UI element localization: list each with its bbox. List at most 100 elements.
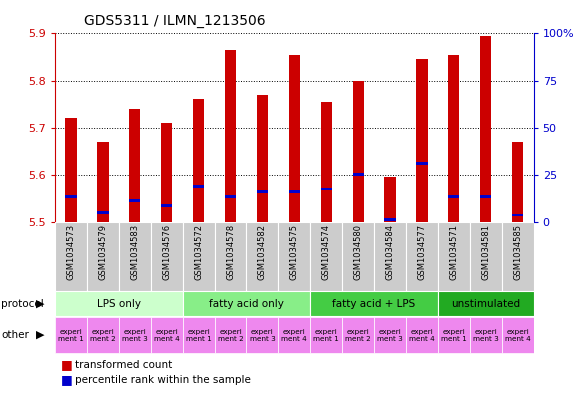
Text: GSM1034577: GSM1034577 [418, 224, 426, 280]
Bar [225, 195, 236, 198]
Text: fatty acid + LPS: fatty acid + LPS [332, 299, 416, 309]
Bar [289, 190, 300, 193]
Bar [129, 109, 140, 222]
Bar [448, 55, 459, 222]
Bar [66, 195, 77, 198]
Bar [278, 317, 310, 353]
Bar [342, 317, 374, 353]
Bar [512, 142, 523, 222]
Bar [87, 222, 119, 291]
Bar [502, 222, 534, 291]
Text: GSM1034584: GSM1034584 [386, 224, 394, 280]
Bar [278, 222, 310, 291]
Bar [183, 291, 310, 316]
Bar [310, 222, 342, 291]
Text: GSM1034574: GSM1034574 [322, 224, 331, 280]
Bar [257, 95, 268, 222]
Bar [289, 55, 300, 222]
Text: other: other [1, 330, 29, 340]
Text: protocol: protocol [1, 299, 44, 309]
Bar [438, 291, 534, 316]
Text: experi
ment 1: experi ment 1 [313, 329, 339, 342]
Bar [438, 222, 470, 291]
Text: GSM1034571: GSM1034571 [450, 224, 458, 280]
Text: experi
ment 3: experi ment 3 [473, 329, 499, 342]
Text: ■: ■ [61, 358, 72, 371]
Bar [480, 36, 491, 222]
Text: GSM1034575: GSM1034575 [290, 224, 299, 280]
Text: experi
ment 1: experi ment 1 [441, 329, 467, 342]
Bar [321, 102, 332, 222]
Text: experi
ment 4: experi ment 4 [281, 329, 307, 342]
Text: experi
ment 1: experi ment 1 [186, 329, 212, 342]
Text: experi
ment 4: experi ment 4 [409, 329, 435, 342]
Text: GSM1034573: GSM1034573 [67, 224, 75, 280]
Bar [129, 199, 140, 202]
Text: experi
ment 2: experi ment 2 [345, 329, 371, 342]
Bar [215, 317, 246, 353]
Bar [183, 317, 215, 353]
Text: LPS only: LPS only [97, 299, 141, 309]
Bar [470, 317, 502, 353]
Text: experi
ment 1: experi ment 1 [58, 329, 84, 342]
Bar [97, 211, 108, 214]
Bar [55, 317, 87, 353]
Bar [246, 222, 278, 291]
Bar [321, 187, 332, 191]
Bar [438, 317, 470, 353]
Bar [151, 222, 183, 291]
Bar [151, 317, 183, 353]
Bar [385, 177, 396, 222]
Text: experi
ment 4: experi ment 4 [154, 329, 180, 342]
Bar [225, 50, 236, 222]
Bar [55, 222, 87, 291]
Text: percentile rank within the sample: percentile rank within the sample [75, 375, 251, 385]
Bar [406, 222, 438, 291]
Bar [257, 190, 268, 193]
Bar [215, 222, 246, 291]
Bar [448, 195, 459, 198]
Bar [161, 123, 172, 222]
Bar [512, 213, 523, 217]
Bar [502, 317, 534, 353]
Text: experi
ment 3: experi ment 3 [377, 329, 403, 342]
Bar [480, 195, 491, 198]
Bar [183, 222, 215, 291]
Bar [353, 81, 364, 222]
Bar [374, 317, 406, 353]
Text: GSM1034579: GSM1034579 [99, 224, 107, 280]
Bar [310, 291, 438, 316]
Bar [416, 162, 427, 165]
Bar [87, 317, 119, 353]
Bar [374, 222, 406, 291]
Bar [119, 317, 151, 353]
Text: GSM1034585: GSM1034585 [513, 224, 522, 280]
Bar [385, 218, 396, 221]
Bar [470, 222, 502, 291]
Text: experi
ment 3: experi ment 3 [122, 329, 148, 342]
Bar [66, 118, 77, 222]
Bar [119, 222, 151, 291]
Text: unstimulated: unstimulated [451, 299, 520, 309]
Bar [342, 222, 374, 291]
Text: experi
ment 2: experi ment 2 [90, 329, 116, 342]
Bar [193, 185, 204, 188]
Bar [416, 59, 427, 222]
Text: GSM1034582: GSM1034582 [258, 224, 267, 280]
Text: ▶: ▶ [36, 299, 45, 309]
Text: experi
ment 2: experi ment 2 [218, 329, 244, 342]
Bar [246, 317, 278, 353]
Text: GSM1034578: GSM1034578 [226, 224, 235, 280]
Text: experi
ment 4: experi ment 4 [505, 329, 531, 342]
Bar [193, 99, 204, 222]
Text: transformed count: transformed count [75, 360, 173, 370]
Text: GSM1034583: GSM1034583 [130, 224, 139, 280]
Bar [310, 317, 342, 353]
Bar [353, 173, 364, 176]
Text: GSM1034581: GSM1034581 [481, 224, 490, 280]
Text: GSM1034576: GSM1034576 [162, 224, 171, 280]
Text: ▶: ▶ [36, 330, 45, 340]
Bar [55, 291, 183, 316]
Text: ■: ■ [61, 373, 72, 386]
Bar [406, 317, 438, 353]
